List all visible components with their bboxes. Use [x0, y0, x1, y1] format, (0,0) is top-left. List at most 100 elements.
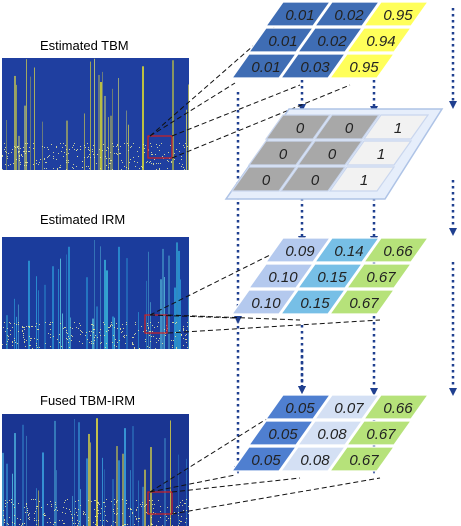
spectrogram-speck	[98, 510, 99, 511]
spectrogram-speck	[98, 503, 99, 504]
spectrogram-speck	[20, 148, 21, 149]
spectrogram-speck	[77, 156, 78, 157]
spectrogram-speck	[16, 324, 17, 325]
mask-cell-value: 0.07	[334, 400, 364, 417]
spectrogram-speck	[134, 161, 135, 162]
spectrogram-speck	[129, 516, 130, 517]
spectrogram-speck	[133, 344, 134, 345]
spectrogram-speck	[88, 147, 89, 148]
spectrogram-speck	[89, 168, 90, 169]
spectrogram-speck	[66, 154, 67, 155]
spectrogram-speck	[26, 165, 27, 166]
spectrogram-speck	[149, 162, 150, 163]
spectrogram-stripe	[170, 420, 171, 526]
spectrogram-speck	[179, 163, 180, 164]
spectrogram-speck	[185, 143, 186, 144]
spectrogram-speck	[176, 348, 177, 349]
spectrogram-speck	[145, 505, 146, 506]
spectrogram-speck	[152, 500, 153, 501]
spectrogram-speck	[10, 164, 11, 165]
spectrogram-speck	[95, 516, 96, 517]
spectrogram-stripe	[28, 260, 30, 349]
spectrogram-speck	[103, 520, 104, 521]
spectrogram-speck	[67, 339, 68, 340]
spectrogram-speck	[11, 502, 12, 503]
spectrogram-speck	[128, 168, 129, 169]
spectrogram-speck	[88, 520, 89, 521]
mask-cell-value: 0	[262, 172, 271, 189]
spectrogram-speck	[63, 507, 64, 508]
fused-spectrogram	[2, 414, 189, 526]
spectrogram-speck	[109, 158, 110, 159]
spectrogram-speck	[22, 524, 23, 525]
mask-cell-value: 0.67	[349, 295, 379, 312]
spectrogram-speck	[39, 347, 40, 348]
spectrogram-speck	[137, 507, 138, 508]
spectrogram-speck	[104, 324, 105, 325]
mask-cell-value: 0	[279, 146, 288, 163]
spectrogram-speck	[22, 330, 23, 331]
spectrogram-speck	[74, 143, 75, 144]
spectrogram-stripe	[12, 473, 13, 526]
mask-cell	[362, 237, 430, 263]
spectrogram-speck	[74, 322, 75, 323]
spectrogram-speck	[53, 152, 54, 153]
spectrogram-speck	[24, 507, 25, 508]
spectrogram-speck	[38, 520, 39, 521]
spectrogram-speck	[122, 324, 123, 325]
spectrogram-speck	[104, 502, 105, 503]
spectrogram-stripe	[114, 317, 115, 349]
spectrogram-speck	[72, 167, 73, 168]
spectrogram-speck	[9, 322, 10, 323]
spectrogram-speck	[178, 515, 179, 516]
spectrogram-speck	[93, 145, 94, 146]
spectrogram-speck	[36, 345, 37, 346]
spectrogram-speck	[29, 147, 30, 148]
spectrogram-speck	[26, 151, 27, 152]
spectrogram-speck	[37, 339, 38, 340]
spectrogram-speck	[69, 509, 70, 510]
spectrogram-speck	[68, 162, 69, 163]
spectrogram-speck	[37, 347, 38, 348]
spectrogram-speck	[71, 335, 72, 336]
spectrogram-stripe	[188, 84, 189, 170]
spectrogram-speck	[181, 334, 182, 335]
spectrogram-speck	[18, 503, 19, 504]
mask-cell-value: 0	[345, 120, 354, 137]
spectrogram-speck	[122, 162, 123, 163]
spectrogram-speck	[62, 147, 63, 148]
spectrogram-speck	[110, 325, 111, 326]
tbm-spectrogram-svg	[2, 58, 189, 170]
spectrogram-speck	[186, 330, 187, 331]
spectrogram-speck	[147, 323, 148, 324]
spectrogram-speck	[143, 331, 144, 332]
spectrogram-speck	[117, 145, 118, 146]
spectrogram-speck	[156, 163, 157, 164]
spectrogram-speck	[146, 512, 147, 513]
mask-cell	[313, 237, 381, 263]
mask-cell	[362, 1, 430, 27]
spectrogram-background	[2, 237, 189, 349]
spectrogram-speck	[82, 161, 83, 162]
spectrogram-speck	[27, 510, 28, 511]
spectrogram-speck	[5, 331, 6, 332]
spectrogram-speck	[185, 335, 186, 336]
spectrogram-speck	[174, 512, 175, 513]
spectrogram-speck	[175, 336, 176, 337]
mask-cell	[296, 27, 364, 53]
spectrogram-speck	[179, 330, 180, 331]
mask-cell-value: 0.95	[383, 7, 413, 24]
spectrogram-stripe	[162, 248, 164, 349]
spectrogram-speck	[2, 169, 3, 170]
spectrogram-speck	[179, 520, 180, 521]
spectrogram-stripe	[84, 113, 85, 170]
spectrogram-speck	[29, 327, 30, 328]
spectrogram-speck	[183, 338, 184, 339]
spectrogram-speck	[128, 508, 129, 509]
spectrogram-speck	[17, 518, 18, 519]
spectrogram-speck	[78, 328, 79, 329]
spectrogram-speck	[63, 143, 64, 144]
spectrogram-stripe	[66, 120, 68, 170]
spectrogram-speck	[135, 166, 136, 167]
spectrogram-speck	[44, 147, 45, 148]
